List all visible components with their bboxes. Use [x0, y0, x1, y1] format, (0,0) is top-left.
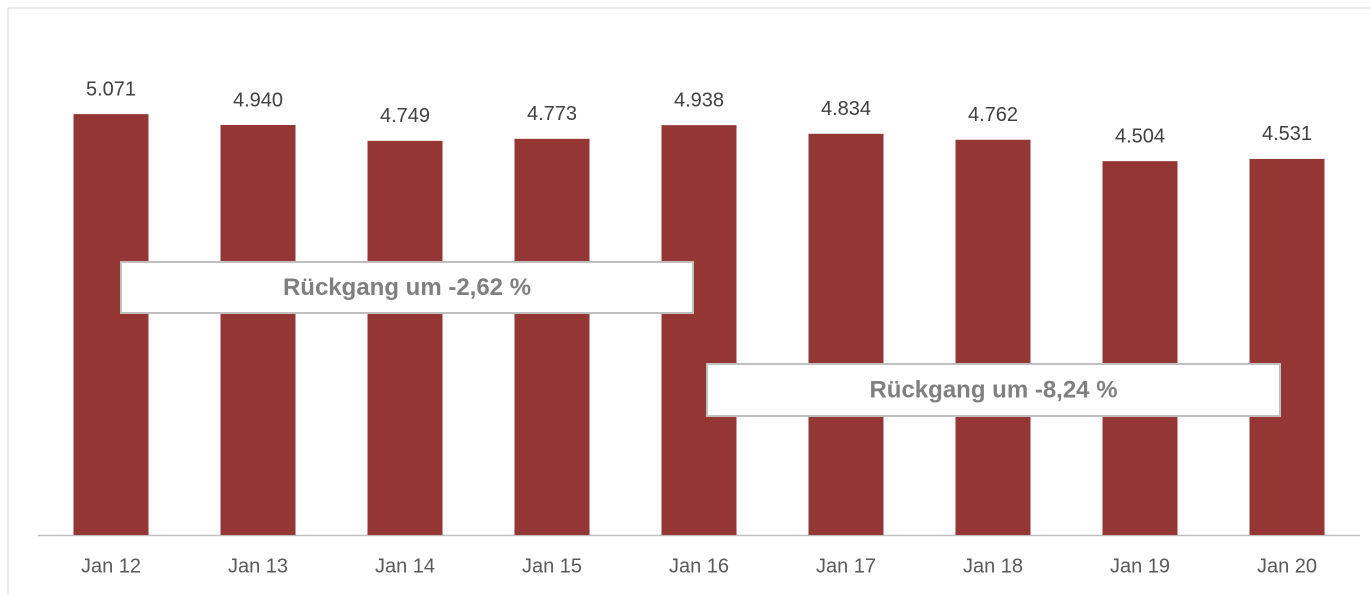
x-tick-label: Jan 14 [375, 555, 435, 577]
data-label: 4.938 [674, 89, 724, 111]
bar [514, 138, 590, 535]
data-label: 4.834 [821, 98, 871, 120]
x-tick-label: Jan 15 [522, 555, 582, 577]
x-tick-label: Jan 16 [669, 555, 729, 577]
x-tick-label: Jan 12 [81, 555, 141, 577]
bar [1249, 158, 1325, 535]
data-label: 4.940 [233, 89, 283, 111]
data-label: 4.531 [1262, 123, 1312, 145]
bar [955, 139, 1031, 535]
annotation-box [706, 363, 1281, 417]
chart-frame [7, 7, 1370, 595]
bar [1102, 161, 1178, 535]
data-label: 4.504 [1115, 125, 1165, 147]
bar [367, 140, 443, 535]
data-label: 5.071 [86, 78, 136, 100]
annotation: Rückgang um -2,62 % [283, 274, 531, 301]
bar [73, 114, 149, 536]
x-tick-label: Jan 17 [816, 555, 876, 577]
x-tick-label: Jan 20 [1257, 555, 1317, 577]
data-label: 4.773 [527, 103, 577, 125]
annotation: Rückgang um -8,24 % [869, 376, 1117, 403]
bar [220, 124, 296, 535]
x-tick-label: Jan 13 [228, 555, 288, 577]
data-label: 4.749 [380, 105, 430, 127]
x-tick-label: Jan 18 [963, 555, 1023, 577]
x-tick-label: Jan 19 [1110, 555, 1170, 577]
data-label: 4.762 [968, 104, 1018, 126]
bar [661, 125, 737, 536]
bar [808, 133, 884, 535]
annotation-box [120, 261, 694, 314]
